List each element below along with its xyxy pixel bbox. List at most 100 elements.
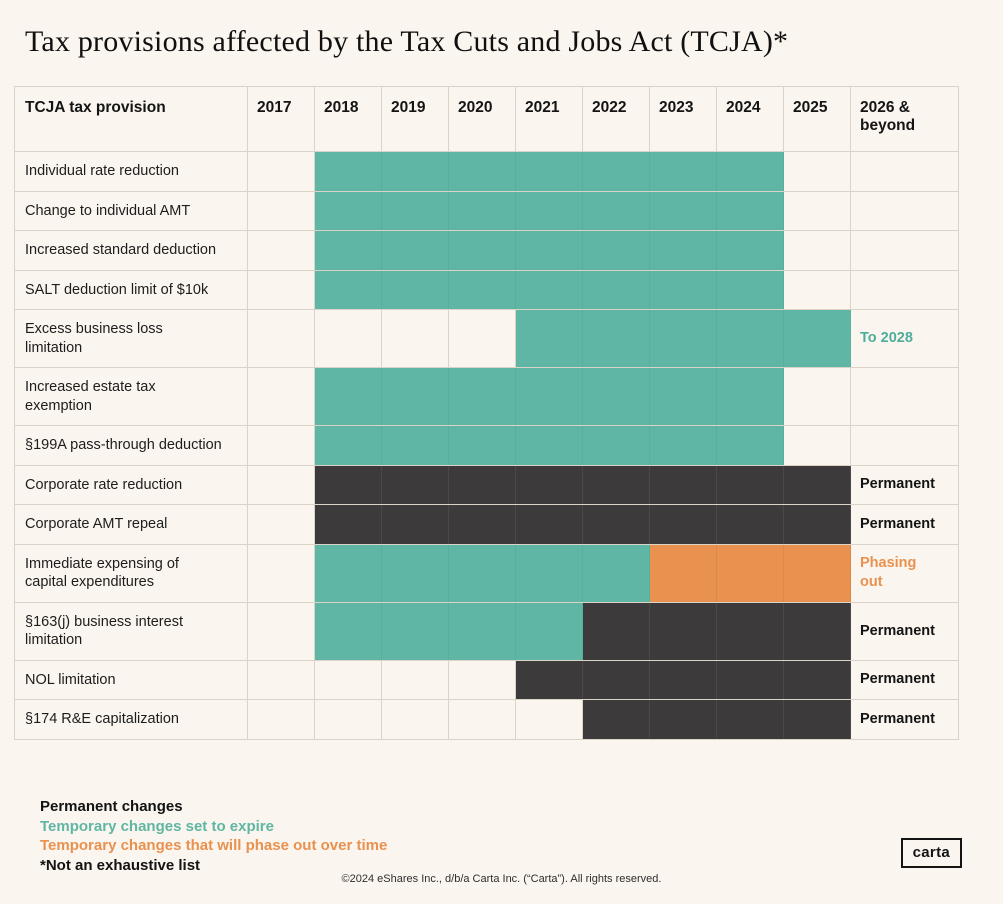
teal-year-cell — [448, 425, 516, 466]
legend: Permanent changes Temporary changes set … — [40, 797, 387, 875]
teal-year-cell — [448, 230, 516, 271]
provision-label: §163(j) business interest limitation — [14, 601, 248, 661]
dark-year-cell — [582, 601, 650, 661]
empty-note-cell — [850, 151, 959, 192]
teal-year-cell — [649, 425, 717, 466]
teal-year-cell — [381, 425, 449, 466]
teal-year-cell — [716, 151, 784, 192]
provision-row: SALT deduction limit of $10k — [14, 269, 959, 310]
empty-year-cell — [247, 230, 315, 271]
teal-year-cell — [582, 543, 650, 603]
provision-row: Immediate expensing of capital expenditu… — [14, 543, 959, 603]
provision-row: §163(j) business interest limitation Perm… — [14, 601, 959, 661]
dark-year-cell — [783, 601, 851, 661]
teal-year-cell — [314, 151, 382, 192]
provision-label: §174 R&E capitalization — [14, 699, 248, 740]
legend-footnote: *Not an exhaustive list — [40, 856, 201, 874]
provision-row: §199A pass-through deduction — [14, 425, 959, 466]
copyright-footer: ©2024 eShares Inc., d/b/a Carta Inc. (“C… — [341, 873, 662, 885]
teal-year-cell — [582, 367, 650, 426]
column-header-2024: 2024 — [716, 86, 784, 152]
teal-year-cell — [582, 425, 650, 466]
teal-year-cell — [448, 543, 516, 603]
empty-year-cell — [247, 543, 315, 603]
teal-year-cell — [448, 151, 516, 192]
teal-year-cell — [381, 151, 449, 192]
teal-year-cell — [716, 230, 784, 271]
orange-year-cell — [783, 543, 851, 603]
empty-year-cell — [247, 504, 315, 545]
column-header-2022: 2022 — [582, 86, 650, 152]
empty-year-cell — [381, 699, 449, 740]
note-cell: Permanent — [850, 601, 959, 661]
teal-year-cell — [314, 190, 382, 231]
dark-year-cell — [783, 659, 851, 700]
note-cell: Phasing out — [850, 543, 959, 603]
empty-year-cell — [381, 659, 449, 700]
dark-year-cell — [649, 464, 717, 505]
dark-year-cell — [649, 659, 717, 700]
provision-label: Increased estate tax exemption — [14, 367, 248, 426]
dark-year-cell — [515, 464, 583, 505]
teal-year-cell — [515, 151, 583, 192]
empty-year-cell — [247, 190, 315, 231]
teal-year-cell — [381, 543, 449, 603]
empty-year-cell — [448, 699, 516, 740]
teal-year-cell — [582, 151, 650, 192]
teal-year-cell — [649, 151, 717, 192]
teal-year-cell — [716, 190, 784, 231]
teal-year-cell — [515, 367, 583, 426]
empty-year-cell — [247, 699, 315, 740]
teal-year-cell — [448, 190, 516, 231]
dark-year-cell — [649, 504, 717, 545]
empty-year-cell — [783, 269, 851, 310]
dark-year-cell — [515, 504, 583, 545]
empty-year-cell — [783, 190, 851, 231]
note-cell: Permanent — [850, 699, 959, 740]
empty-year-cell — [247, 659, 315, 700]
dark-year-cell — [448, 464, 516, 505]
provision-row: NOL limitation Permanent — [14, 659, 959, 700]
teal-year-cell — [381, 230, 449, 271]
note-cell: To 2028 — [850, 309, 959, 368]
teal-year-cell — [448, 367, 516, 426]
teal-year-cell — [783, 309, 851, 368]
teal-year-cell — [314, 425, 382, 466]
dark-year-cell — [716, 659, 784, 700]
empty-year-cell — [783, 367, 851, 426]
teal-year-cell — [515, 230, 583, 271]
dark-year-cell — [716, 699, 784, 740]
provision-row: Excess business loss limitation To 2028 — [14, 309, 959, 368]
dark-year-cell — [515, 659, 583, 700]
empty-year-cell — [783, 151, 851, 192]
teal-year-cell — [649, 230, 717, 271]
teal-year-cell — [381, 190, 449, 231]
teal-year-cell — [649, 367, 717, 426]
empty-year-cell — [247, 309, 315, 368]
dark-year-cell — [649, 699, 717, 740]
legend-temporary-phase-out: Temporary changes that will phase out ov… — [40, 837, 388, 854]
legend-temporary-expire: Temporary changes set to expire — [40, 817, 274, 835]
page-title: Tax provisions affected by the Tax Cuts … — [25, 25, 789, 58]
note-cell: Permanent — [850, 504, 959, 545]
dark-year-cell — [582, 464, 650, 505]
note-cell: Permanent — [850, 464, 959, 505]
dark-year-cell — [716, 504, 784, 545]
column-header-2023: 2023 — [649, 86, 717, 152]
empty-year-cell — [247, 464, 315, 505]
empty-year-cell — [448, 659, 516, 700]
column-header-2018: 2018 — [314, 86, 382, 152]
teal-year-cell — [314, 230, 382, 271]
column-header-2026-beyond: 2026 & beyond — [850, 86, 959, 152]
teal-year-cell — [716, 269, 784, 310]
provision-label: NOL limitation — [14, 659, 248, 700]
empty-year-cell — [783, 230, 851, 271]
teal-year-cell — [716, 367, 784, 426]
dark-year-cell — [314, 464, 382, 505]
empty-year-cell — [247, 601, 315, 661]
teal-year-cell — [314, 367, 382, 426]
teal-year-cell — [314, 601, 382, 661]
dark-year-cell — [582, 659, 650, 700]
table-body: Individual rate reduction Change to indiv… — [14, 151, 959, 740]
teal-year-cell — [649, 190, 717, 231]
